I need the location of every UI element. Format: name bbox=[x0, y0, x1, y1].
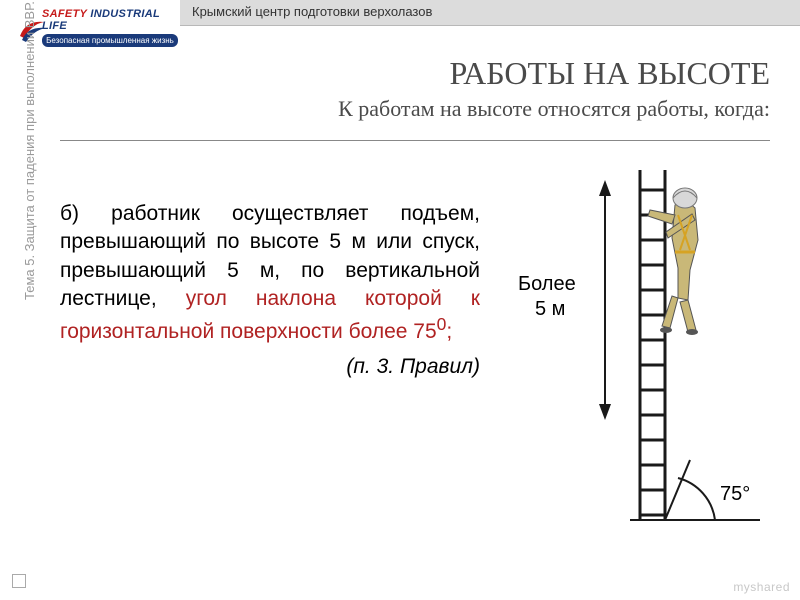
logo-text-red: SAFETY bbox=[42, 8, 87, 20]
angle-label: 75° bbox=[720, 483, 750, 505]
body-red-2: ; bbox=[446, 320, 452, 343]
body-sup: 0 bbox=[437, 314, 447, 334]
page-subtitle: К работам на высоте относятся работы, ко… bbox=[60, 96, 770, 122]
label-height: Более bbox=[518, 273, 576, 295]
title-divider bbox=[60, 140, 770, 141]
corner-marker bbox=[12, 574, 26, 588]
side-topic-label: Тема 5. Защита от падения при выполнении… bbox=[22, 1, 37, 300]
body-paragraph: б) работник осуществляет подъем, превыша… bbox=[60, 200, 480, 381]
worker-icon bbox=[648, 188, 698, 335]
label-meters: 5 м bbox=[535, 298, 565, 320]
title-block: РАБОТЫ НА ВЫСОТЕ К работам на высоте отн… bbox=[60, 55, 770, 122]
ladder-diagram: 75° Более 5 м bbox=[510, 160, 770, 540]
header-org-text: Крымский центр подготовки верхолазов bbox=[192, 4, 432, 19]
body-ref: (п. 3. Правил) bbox=[60, 353, 480, 381]
header-org-bar: Крымский центр подготовки верхолазов bbox=[180, 0, 800, 26]
watermark: myshared bbox=[733, 580, 790, 594]
logo-subtitle: Безопасная промышленная жизнь bbox=[42, 34, 178, 47]
page-title: РАБОТЫ НА ВЫСОТЕ bbox=[60, 55, 770, 92]
